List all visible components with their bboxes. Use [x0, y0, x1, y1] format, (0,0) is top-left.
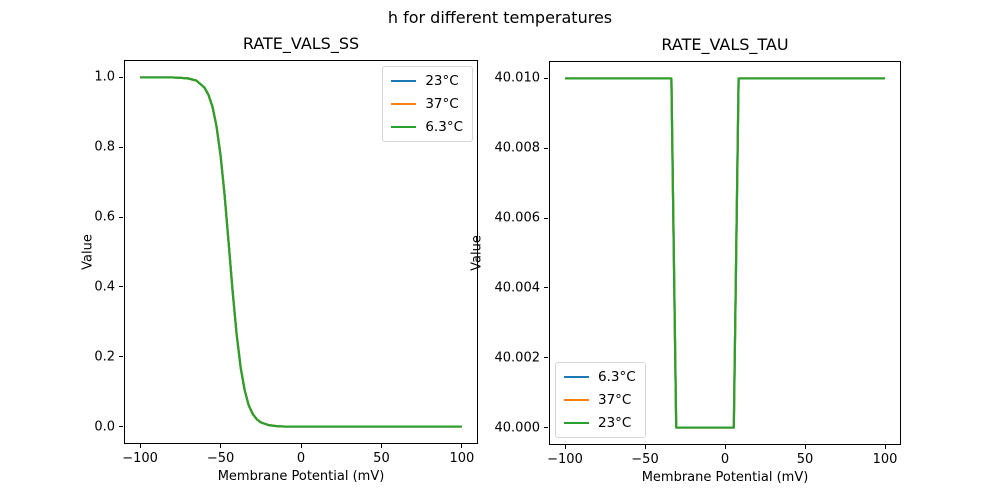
legend-label: 23°C: [598, 415, 632, 431]
legend-line-swatch: [564, 398, 589, 402]
legend-label: 6.3°C: [598, 369, 636, 385]
legend-line-swatch: [391, 102, 417, 106]
y-tick-mark: [119, 286, 123, 288]
legend-label: 37°C: [425, 96, 459, 112]
x-tick-label: 0: [296, 451, 306, 466]
x-tick-label: 50: [796, 452, 814, 467]
y-tick-mark: [119, 146, 123, 148]
legend-label: 37°C: [598, 392, 632, 408]
y-tick-label: 0.8: [94, 139, 115, 155]
x-tick-label: −100: [122, 451, 158, 466]
legend-line-swatch: [564, 421, 589, 425]
subplot-title-rate-vals-ss: RATE_VALS_SS: [242, 34, 360, 53]
y-axis-label-ss: Value: [80, 234, 96, 270]
y-tick-label: 40.008: [494, 140, 541, 156]
x-tick-mark: [380, 444, 382, 448]
y-tick-label: 40.000: [494, 420, 541, 436]
y-tick-label: 40.006: [494, 210, 541, 226]
y-tick-mark: [544, 287, 548, 289]
y-tick-label: 0.0: [94, 419, 115, 435]
y-tick-label: 40.004: [494, 280, 541, 296]
y-tick-mark: [544, 147, 548, 149]
x-tick-label: 50: [373, 451, 390, 466]
y-tick-mark: [119, 216, 123, 218]
y-tick-mark: [119, 76, 123, 78]
x-tick-mark: [139, 444, 141, 448]
x-tick-label: −100: [547, 452, 583, 467]
y-axis-label-tau: Value: [469, 235, 485, 271]
series-line-2: [565, 77, 885, 429]
y-tick-mark: [544, 217, 548, 219]
plot-canvas: [140, 76, 462, 428]
x-tick-label: −50: [631, 452, 659, 467]
x-tick-mark: [724, 445, 726, 449]
axes-frame-tau: [549, 61, 901, 445]
x-tick-mark: [804, 445, 806, 449]
y-tick-label: 0.2: [94, 349, 115, 365]
x-tick-mark: [220, 444, 222, 448]
x-tick-mark: [300, 444, 302, 448]
y-tick-mark: [119, 426, 123, 428]
legend-label: 23°C: [425, 73, 459, 89]
legend-entry: 6.3°C: [564, 368, 636, 386]
x-tick-mark: [461, 444, 463, 448]
legend: 6.3°C 37°C 23°C: [555, 362, 646, 438]
y-tick-label: 40.010: [494, 70, 541, 86]
y-tick-mark: [119, 356, 123, 358]
subplot-title-rate-vals-tau: RATE_VALS_TAU: [661, 35, 789, 54]
y-tick-mark: [544, 427, 548, 429]
x-tick-mark: [564, 445, 566, 449]
figure-title: h for different temperatures: [387, 8, 613, 27]
y-tick-label: 0.6: [94, 209, 115, 225]
legend-entry: 23°C: [564, 414, 636, 432]
legend-line-swatch: [564, 375, 589, 379]
legend-entry: 37°C: [564, 391, 636, 409]
legend-entry: 23°C: [391, 72, 463, 90]
y-tick-label: 40.002: [494, 350, 541, 366]
x-axis-label-ss: Membrane Potential (mV): [217, 469, 385, 484]
x-tick-label: −50: [206, 451, 235, 466]
y-tick-label: 1.0: [94, 69, 115, 85]
y-tick-label: 0.4: [94, 279, 115, 295]
legend-entry: 6.3°C: [391, 118, 463, 136]
legend: 23°C 37°C 6.3°C: [382, 66, 473, 142]
y-tick-mark: [544, 357, 548, 359]
x-tick-mark: [644, 445, 646, 449]
x-axis-label-tau: Membrane Potential (mV): [641, 470, 809, 485]
x-tick-label: 0: [720, 452, 730, 467]
x-tick-label: 100: [449, 451, 475, 466]
legend-label: 6.3°C: [425, 119, 463, 135]
y-tick-mark: [544, 77, 548, 79]
legend-entry: 37°C: [391, 95, 463, 113]
series-line-2: [140, 76, 462, 428]
x-tick-label: 100: [872, 452, 898, 467]
legend-line-swatch: [391, 79, 417, 83]
x-tick-mark: [884, 445, 886, 449]
plot-canvas: [565, 77, 885, 429]
legend-line-swatch: [391, 125, 417, 129]
